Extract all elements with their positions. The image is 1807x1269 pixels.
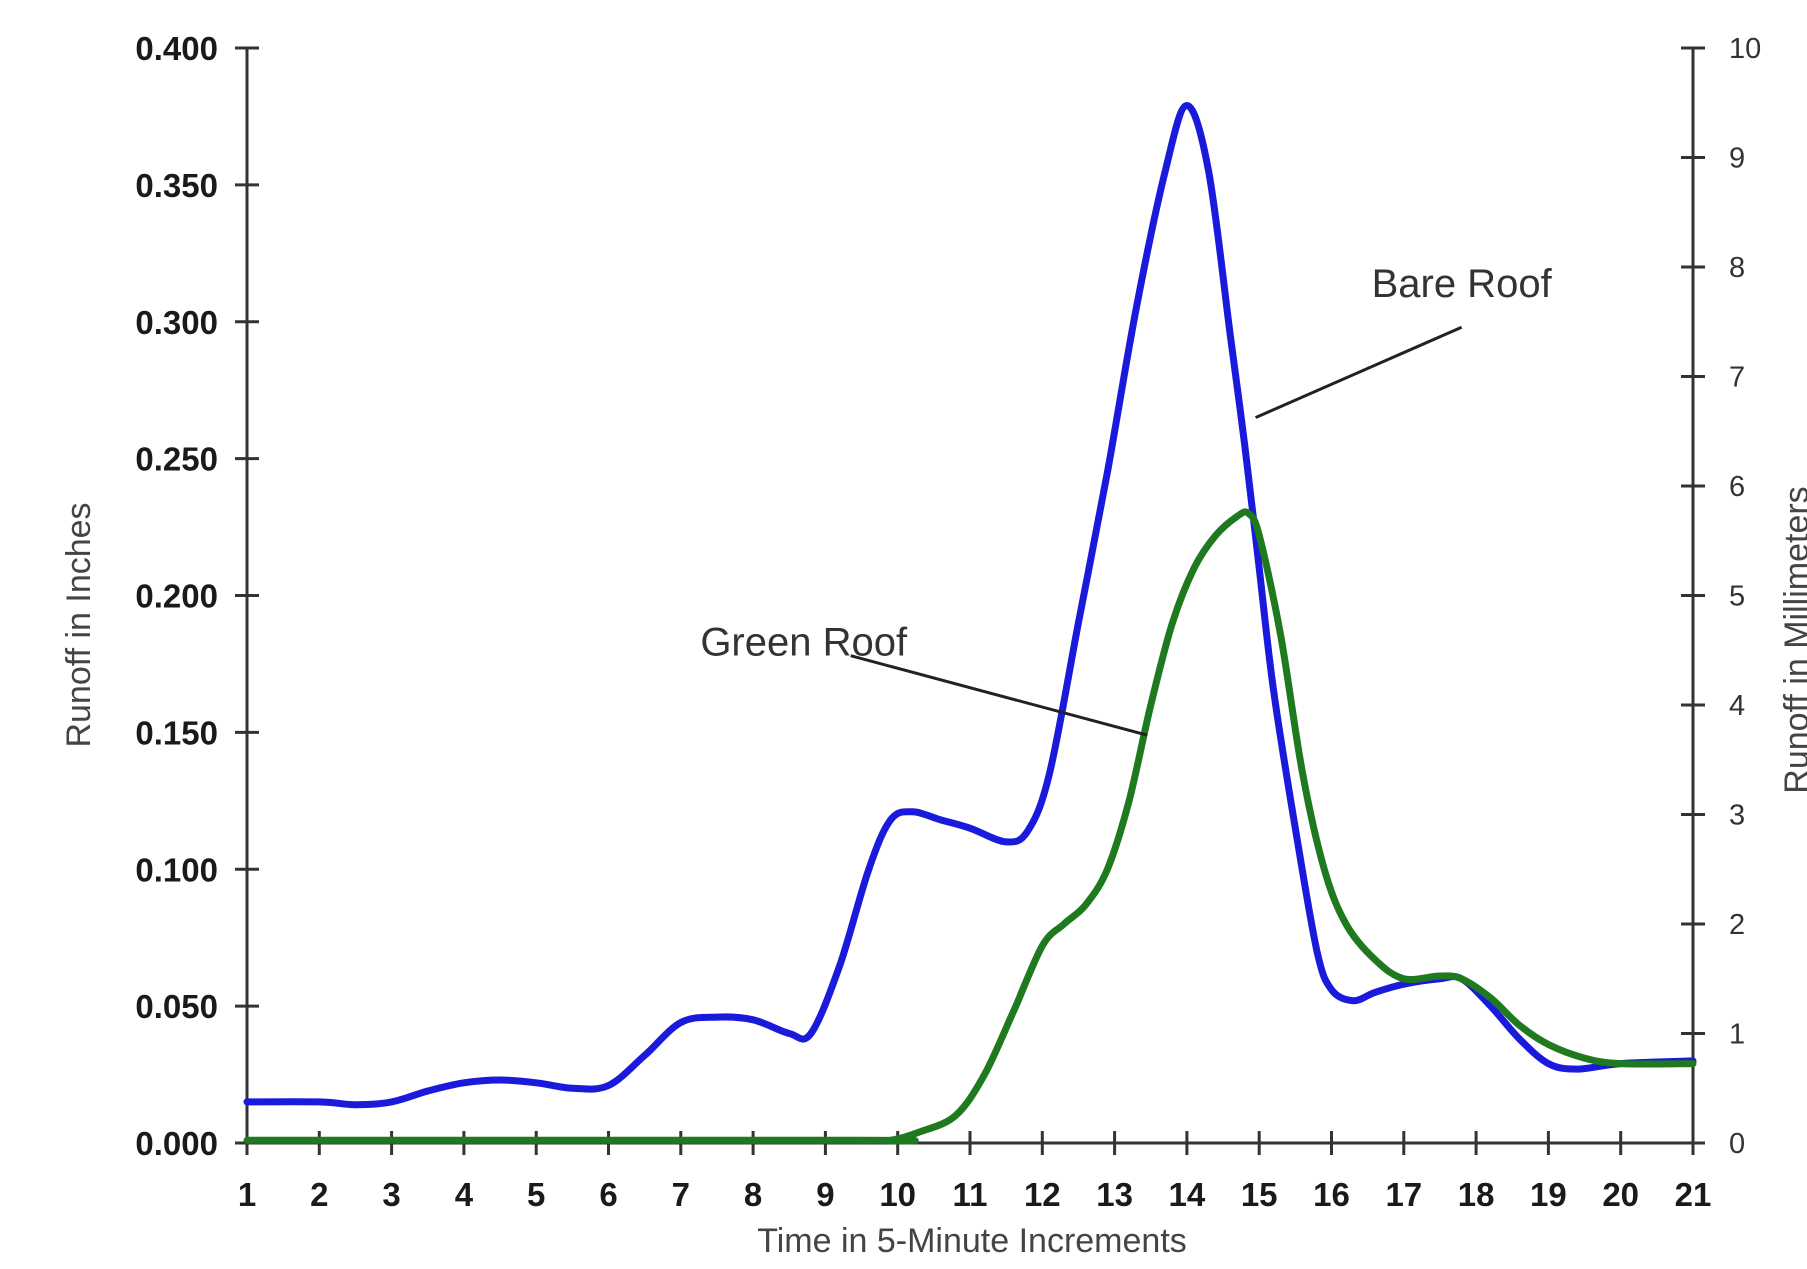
x-tick-label: 7 xyxy=(672,1176,690,1213)
x-tick-label: 4 xyxy=(455,1176,474,1213)
x-tick-label: 12 xyxy=(1024,1176,1061,1213)
x-tick-label: 16 xyxy=(1313,1176,1350,1213)
x-tick-label: 11 xyxy=(953,1176,988,1213)
x-tick-label: 5 xyxy=(527,1176,545,1213)
x-tick-label: 10 xyxy=(879,1176,916,1213)
y-axis-title-left: Runoff in Inches xyxy=(60,502,98,747)
y-tick-label-right: 7 xyxy=(1729,362,1745,394)
y-tick-label-left: 0.050 xyxy=(135,988,218,1025)
y-tick-label-right: 0 xyxy=(1729,1128,1745,1160)
x-tick-label: 13 xyxy=(1096,1176,1133,1213)
y-tick-label-right: 6 xyxy=(1729,471,1745,503)
y-tick-label-right: 2 xyxy=(1729,909,1745,941)
leader-line-green-roof xyxy=(850,654,1148,737)
x-tick-label: 3 xyxy=(382,1176,400,1213)
y-tick-label-right: 1 xyxy=(1729,1019,1745,1051)
y-tick-label-left: 0.400 xyxy=(135,30,218,67)
y-tick-label-left: 0.250 xyxy=(135,441,218,478)
x-tick-label: 21 xyxy=(1675,1176,1712,1213)
x-tick-label: 2 xyxy=(310,1176,328,1213)
x-axis-title: Time in 5-Minute Increments xyxy=(757,1222,1187,1260)
y-tick-label-left: 0.300 xyxy=(135,304,218,341)
y-tick-label-right: 4 xyxy=(1729,690,1745,722)
y-tick-label-left: 0.150 xyxy=(135,714,218,751)
y-tick-label-left: 0.100 xyxy=(135,851,218,888)
series-line-green-roof xyxy=(243,508,1697,1145)
leader-line-bare-roof xyxy=(1254,325,1463,419)
series-label-green-roof: Green Roof xyxy=(700,621,908,665)
y-axis-title-right: Runoff in Millimeters xyxy=(1778,486,1807,793)
y-tick-label-right: 3 xyxy=(1729,800,1745,832)
x-tick-label: 19 xyxy=(1530,1176,1567,1213)
y-tick-label-left: 0.000 xyxy=(135,1125,218,1162)
x-tick-label: 6 xyxy=(599,1176,617,1213)
y-tick-label-right: 9 xyxy=(1729,143,1745,175)
x-tick-label: 9 xyxy=(816,1176,834,1213)
x-tick-label: 8 xyxy=(744,1176,762,1213)
y-tick-label-left: 0.350 xyxy=(135,167,218,204)
x-tick-label: 14 xyxy=(1169,1176,1206,1213)
y-tick-label-right: 8 xyxy=(1729,252,1745,284)
annotations-layer: Bare Roof Green Roof xyxy=(700,262,1553,737)
x-tick-label: 18 xyxy=(1458,1176,1495,1213)
axes-layer: 0.000 0.050 0.100 0.150 0.200 0.250 0.300 0.350… xyxy=(135,30,1761,1213)
y-tick-label-right: 10 xyxy=(1729,33,1761,65)
x-tick-label: 17 xyxy=(1385,1176,1422,1213)
series-line-bare-roof xyxy=(243,102,1697,1109)
x-tick-label: 15 xyxy=(1241,1176,1278,1213)
x-tick-label: 20 xyxy=(1602,1176,1639,1213)
y-tick-label-right: 5 xyxy=(1729,581,1745,613)
y-tick-label-left: 0.200 xyxy=(135,578,218,615)
x-tick-label: 1 xyxy=(238,1176,256,1213)
series-layer xyxy=(243,102,1697,1145)
series-label-bare-roof: Bare Roof xyxy=(1372,262,1553,306)
